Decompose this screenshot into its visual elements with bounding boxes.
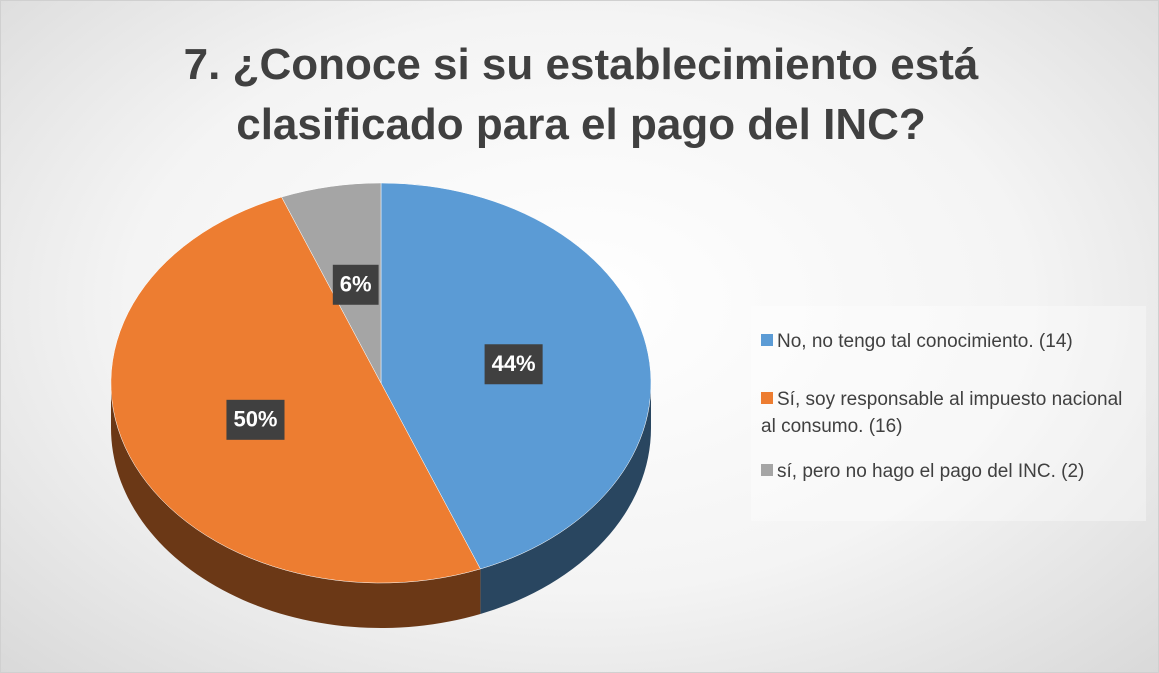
data-label: 50%: [233, 407, 277, 432]
legend-label: No, no tengo tal conocimiento. (14): [777, 331, 1073, 352]
pie-slice: [281, 182, 382, 384]
data-label-box: [484, 344, 543, 385]
data-label: 44%: [492, 351, 536, 376]
legend-swatch: [761, 392, 773, 404]
legend: No, no tengo tal conocimiento. (14) Sí, s…: [751, 306, 1146, 521]
data-label: 6%: [340, 272, 372, 297]
legend-entry: No, no tengo tal conocimiento. (14): [761, 328, 1136, 355]
data-label-box: [332, 264, 379, 305]
pie-side: [480, 383, 651, 614]
legend-swatch: [761, 464, 773, 476]
legend-entry: Sí, soy responsable al impuesto nacional…: [761, 386, 1136, 440]
legend-entry: sí, pero no hago el pago del INC. (2): [761, 458, 1136, 485]
pie-side: [111, 383, 481, 629]
legend-label: Sí, soy responsable al impuesto nacional…: [761, 389, 1123, 437]
chart-title: 7. ¿Conoce si su establecimiento está cl…: [183, 40, 979, 149]
legend-swatch: [761, 334, 773, 346]
data-label-box: [226, 399, 285, 440]
legend-label: sí, pero no hago el pago del INC. (2): [777, 461, 1085, 482]
